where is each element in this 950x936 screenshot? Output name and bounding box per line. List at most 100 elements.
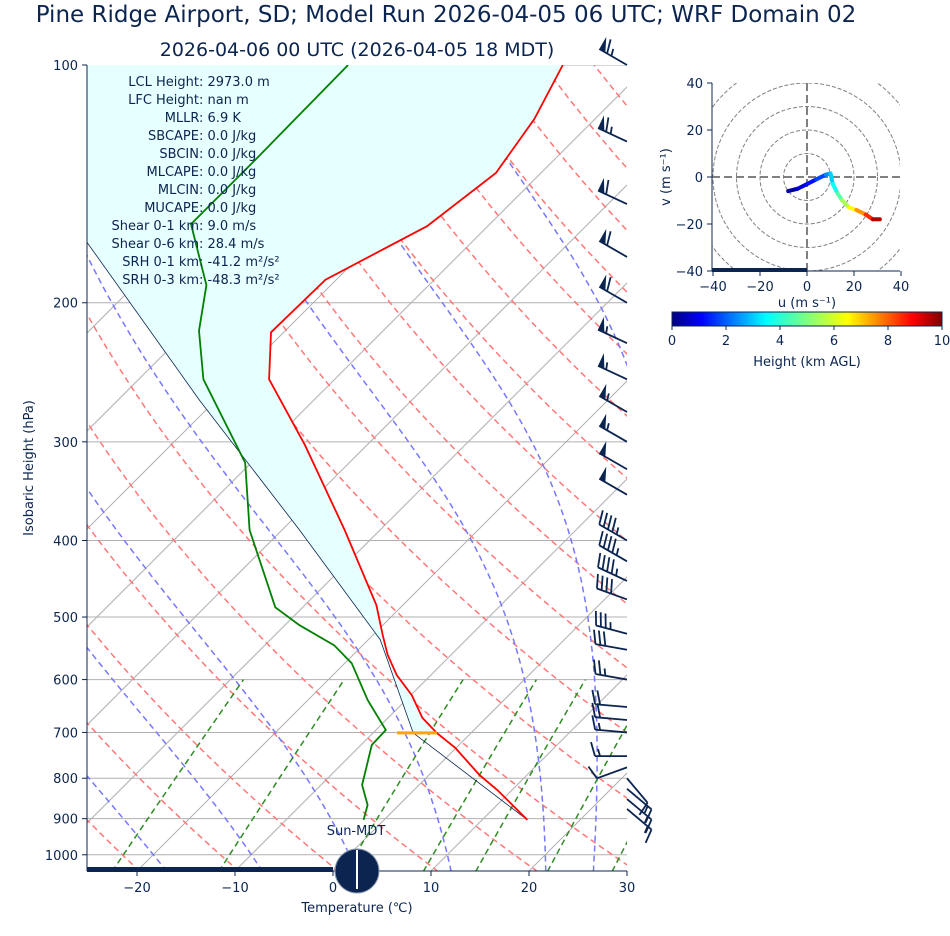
dry-adiabat [696, 65, 950, 872]
barb-shaft [626, 808, 653, 831]
wind-barb [598, 530, 628, 563]
sounding-index: SRH 0-1 km: -41.2 m²/s² [122, 255, 279, 270]
barb-full [598, 660, 602, 675]
wind-barb [591, 702, 628, 721]
sounding-index: SBCAPE: 0.0 J/kg [148, 129, 256, 144]
moist-adiabat [87, 253, 452, 871]
barb-flag [599, 466, 607, 483]
hodograph-x-tick-label: 40 [893, 280, 910, 295]
y-tick-label: 1000 [45, 849, 78, 864]
barb-full [591, 702, 597, 718]
barb-shaft [595, 673, 628, 681]
sun-time-bar [87, 867, 333, 872]
barb-shaft [595, 643, 628, 651]
barb-full [606, 231, 612, 246]
sounding-index: MLCAPE: 0.0 J/kg [147, 165, 257, 180]
barb-flag [597, 316, 605, 333]
sounding-index: SRH 0-3 km: -48.3 m²/s² [122, 273, 279, 288]
barb-shaft [598, 544, 628, 563]
mixing-ratio-line [659, 680, 757, 872]
isotherm-line [430, 674, 627, 871]
barb-flag [597, 177, 605, 194]
isotherm-line [234, 478, 627, 871]
colorbar-label: Height (km AGL) [753, 355, 861, 370]
hodograph-y-tick-label: 20 [686, 124, 703, 139]
sounding-index: Shear 0-6 km: 28.4 m/s [112, 237, 265, 252]
colorbar [671, 311, 943, 327]
barb-full [606, 276, 612, 292]
wind-barb [597, 115, 628, 143]
y-tick-label: 700 [53, 726, 78, 741]
dry-adiabat [848, 65, 950, 872]
isotherm-line [87, 184, 627, 726]
mixing-ratio-line [475, 679, 587, 871]
hodograph-ring [736, 106, 878, 248]
barb-half [597, 748, 601, 757]
barb-shaft [597, 127, 628, 143]
barb-full [610, 579, 613, 594]
hodograph-y-tick-label: −20 [676, 218, 703, 233]
cin-shading [87, 65, 563, 733]
x-tick-label: −10 [221, 881, 248, 896]
barb-half [605, 326, 609, 334]
x-tick-label: −20 [123, 881, 150, 896]
skew-t-plot: LCL Height: 2973.0 m LFC Height: nan m MLL… [22, 36, 950, 916]
barb-half [643, 805, 649, 814]
barb-full [602, 631, 607, 647]
barb-full [606, 557, 611, 572]
barb-flag [599, 36, 607, 53]
isotherm-line [136, 380, 627, 871]
dry-adiabat [87, 623, 340, 871]
moist-adiabat [87, 774, 168, 871]
mixing-ratio-line [111, 679, 245, 871]
barb-half [643, 816, 649, 824]
barb-flag [599, 228, 607, 245]
figure-title: Pine Ridge Airport, SD; Model Run 2026-0… [36, 2, 857, 28]
barb-full [598, 530, 604, 546]
sounding-index: SBCIN: 0.0 J/kg [159, 147, 256, 162]
colorbar-tick-label: 6 [830, 334, 838, 349]
mixing-ratio-line [344, 679, 464, 871]
barb-full [593, 629, 597, 645]
hodograph-time-bar [712, 268, 807, 272]
hodograph-y-tick-label: 40 [686, 77, 703, 92]
barb-full [602, 533, 609, 549]
barb-shaft [596, 766, 628, 780]
dry-adiabat [542, 65, 627, 170]
barb-shaft [597, 189, 628, 205]
wind-barb [598, 228, 628, 258]
wind-barb [597, 177, 628, 205]
dry-adiabat [87, 721, 240, 871]
barb-shaft [626, 788, 653, 811]
colorbar-tick-label: 8 [884, 334, 892, 349]
barb-full [596, 573, 599, 589]
x-tick-label: 10 [423, 881, 440, 896]
barb-flag [599, 441, 607, 457]
wind-barb [590, 741, 627, 758]
x-axis-label: Temperature (℃) [300, 901, 412, 916]
barb-full [598, 510, 604, 525]
hodograph-x-label: u (m s⁻¹) [778, 296, 836, 311]
barb-shaft [596, 587, 628, 601]
barb-half [615, 527, 620, 535]
barb-full [644, 829, 653, 844]
x-tick-label: 0 [329, 881, 337, 896]
barb-shaft [626, 798, 653, 821]
colorbar-tick-label: 0 [668, 334, 676, 349]
wind-barb [591, 689, 628, 708]
barb-flag [597, 115, 605, 131]
hodograph-y-label: v (m s⁻¹) [659, 148, 674, 206]
figure-subtitle: 2026-04-06 00 UTC (2026-04-05 18 MDT) [160, 39, 555, 61]
dry-adiabat [288, 65, 627, 480]
wind-barb [598, 510, 628, 542]
y-axis-label: Isobaric Height (hPa) [22, 400, 37, 536]
barb-full [591, 689, 597, 705]
barb-full [607, 535, 613, 551]
wind-barb [597, 552, 628, 582]
wind-barb [597, 353, 628, 381]
barb-half [597, 722, 601, 731]
barb-half [615, 568, 619, 576]
x-tick-label: 30 [619, 881, 636, 896]
moist-adiabat [87, 487, 358, 871]
